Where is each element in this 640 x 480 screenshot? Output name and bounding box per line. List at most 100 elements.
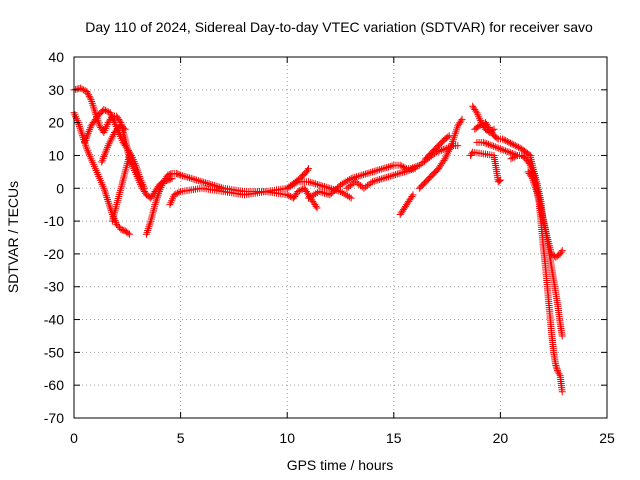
data-point bbox=[82, 135, 90, 143]
data-point bbox=[409, 164, 417, 172]
data-point bbox=[101, 151, 109, 159]
data-point bbox=[361, 170, 369, 178]
data-point bbox=[513, 151, 521, 159]
data-point bbox=[85, 92, 93, 100]
data-point bbox=[185, 174, 193, 182]
chart-title: Day 110 of 2024, Sidereal Day-to-day VTE… bbox=[85, 19, 593, 35]
data-point bbox=[98, 156, 106, 164]
data-point bbox=[289, 181, 297, 189]
data-point bbox=[205, 180, 213, 188]
data-point bbox=[409, 191, 417, 199]
data-point bbox=[553, 365, 561, 373]
series-s11 bbox=[396, 191, 417, 219]
data-point bbox=[287, 182, 295, 190]
data-point bbox=[214, 183, 222, 191]
data-point bbox=[84, 131, 92, 139]
data-point bbox=[500, 146, 508, 154]
data-point bbox=[187, 174, 195, 182]
data-point bbox=[383, 163, 391, 171]
data-point bbox=[201, 179, 209, 187]
data-point bbox=[84, 129, 92, 137]
data-points bbox=[70, 84, 566, 396]
data-point bbox=[103, 143, 111, 151]
y-tick-label: 0 bbox=[56, 180, 64, 196]
data-point bbox=[194, 177, 202, 185]
data-point bbox=[475, 122, 483, 130]
series-s14 bbox=[422, 132, 453, 163]
data-point bbox=[310, 179, 318, 187]
data-point bbox=[498, 146, 506, 154]
data-point bbox=[367, 168, 375, 176]
data-point bbox=[512, 151, 520, 159]
data-point bbox=[444, 133, 452, 141]
data-point bbox=[80, 86, 88, 94]
x-tick-label: 25 bbox=[599, 430, 615, 446]
data-point bbox=[337, 188, 344, 196]
data-point bbox=[344, 177, 352, 185]
data-point bbox=[126, 150, 134, 158]
data-point bbox=[410, 163, 418, 171]
data-point bbox=[84, 91, 92, 99]
data-point bbox=[377, 165, 385, 173]
y-tick-label: 30 bbox=[48, 82, 64, 98]
data-point bbox=[118, 226, 126, 234]
data-point bbox=[493, 144, 501, 152]
data-point bbox=[324, 184, 332, 192]
data-point bbox=[306, 193, 314, 201]
data-point bbox=[438, 146, 446, 154]
data-point bbox=[321, 189, 329, 197]
data-point bbox=[200, 178, 208, 186]
data-point bbox=[360, 171, 368, 179]
data-point bbox=[198, 178, 206, 186]
data-point bbox=[340, 179, 348, 187]
data-point bbox=[399, 163, 407, 171]
x-tick-label: 10 bbox=[279, 430, 295, 446]
data-point bbox=[167, 170, 175, 178]
x-tick-label: 20 bbox=[493, 430, 509, 446]
data-point bbox=[101, 106, 109, 114]
data-point bbox=[345, 193, 353, 201]
data-point bbox=[502, 147, 510, 155]
data-point bbox=[553, 366, 561, 374]
data-point bbox=[305, 178, 313, 186]
data-point bbox=[216, 183, 224, 191]
data-point bbox=[312, 190, 320, 198]
data-point bbox=[372, 167, 380, 175]
data-point bbox=[342, 191, 350, 199]
data-point bbox=[374, 176, 382, 184]
data-point bbox=[511, 142, 519, 150]
data-point bbox=[308, 192, 316, 200]
data-point bbox=[305, 194, 313, 202]
data-point bbox=[510, 150, 518, 158]
data-point bbox=[125, 230, 133, 238]
data-point bbox=[324, 190, 332, 198]
data-point bbox=[100, 153, 108, 161]
grid bbox=[74, 57, 607, 418]
data-point bbox=[365, 169, 373, 177]
data-point bbox=[376, 166, 384, 174]
data-point bbox=[347, 194, 355, 202]
data-point bbox=[445, 132, 453, 140]
data-point bbox=[295, 187, 303, 195]
data-point bbox=[505, 148, 513, 156]
x-tick-label: 5 bbox=[177, 430, 185, 446]
data-point bbox=[496, 176, 504, 184]
data-point bbox=[439, 146, 447, 154]
data-point bbox=[313, 180, 321, 188]
data-point bbox=[468, 150, 476, 158]
data-point bbox=[502, 137, 510, 145]
data-point bbox=[363, 170, 371, 178]
data-point bbox=[178, 172, 186, 180]
data-point bbox=[81, 138, 89, 146]
data-point bbox=[189, 175, 197, 183]
data-point bbox=[103, 107, 111, 115]
data-point bbox=[507, 139, 515, 147]
data-point bbox=[113, 220, 121, 228]
data-point bbox=[305, 165, 313, 173]
data-point bbox=[376, 176, 384, 184]
y-axis-label: SDTVAR / TECUs bbox=[5, 181, 21, 293]
data-point bbox=[303, 166, 311, 174]
data-point bbox=[370, 167, 378, 175]
y-tick-label: -70 bbox=[44, 410, 64, 426]
data-point bbox=[457, 117, 465, 125]
